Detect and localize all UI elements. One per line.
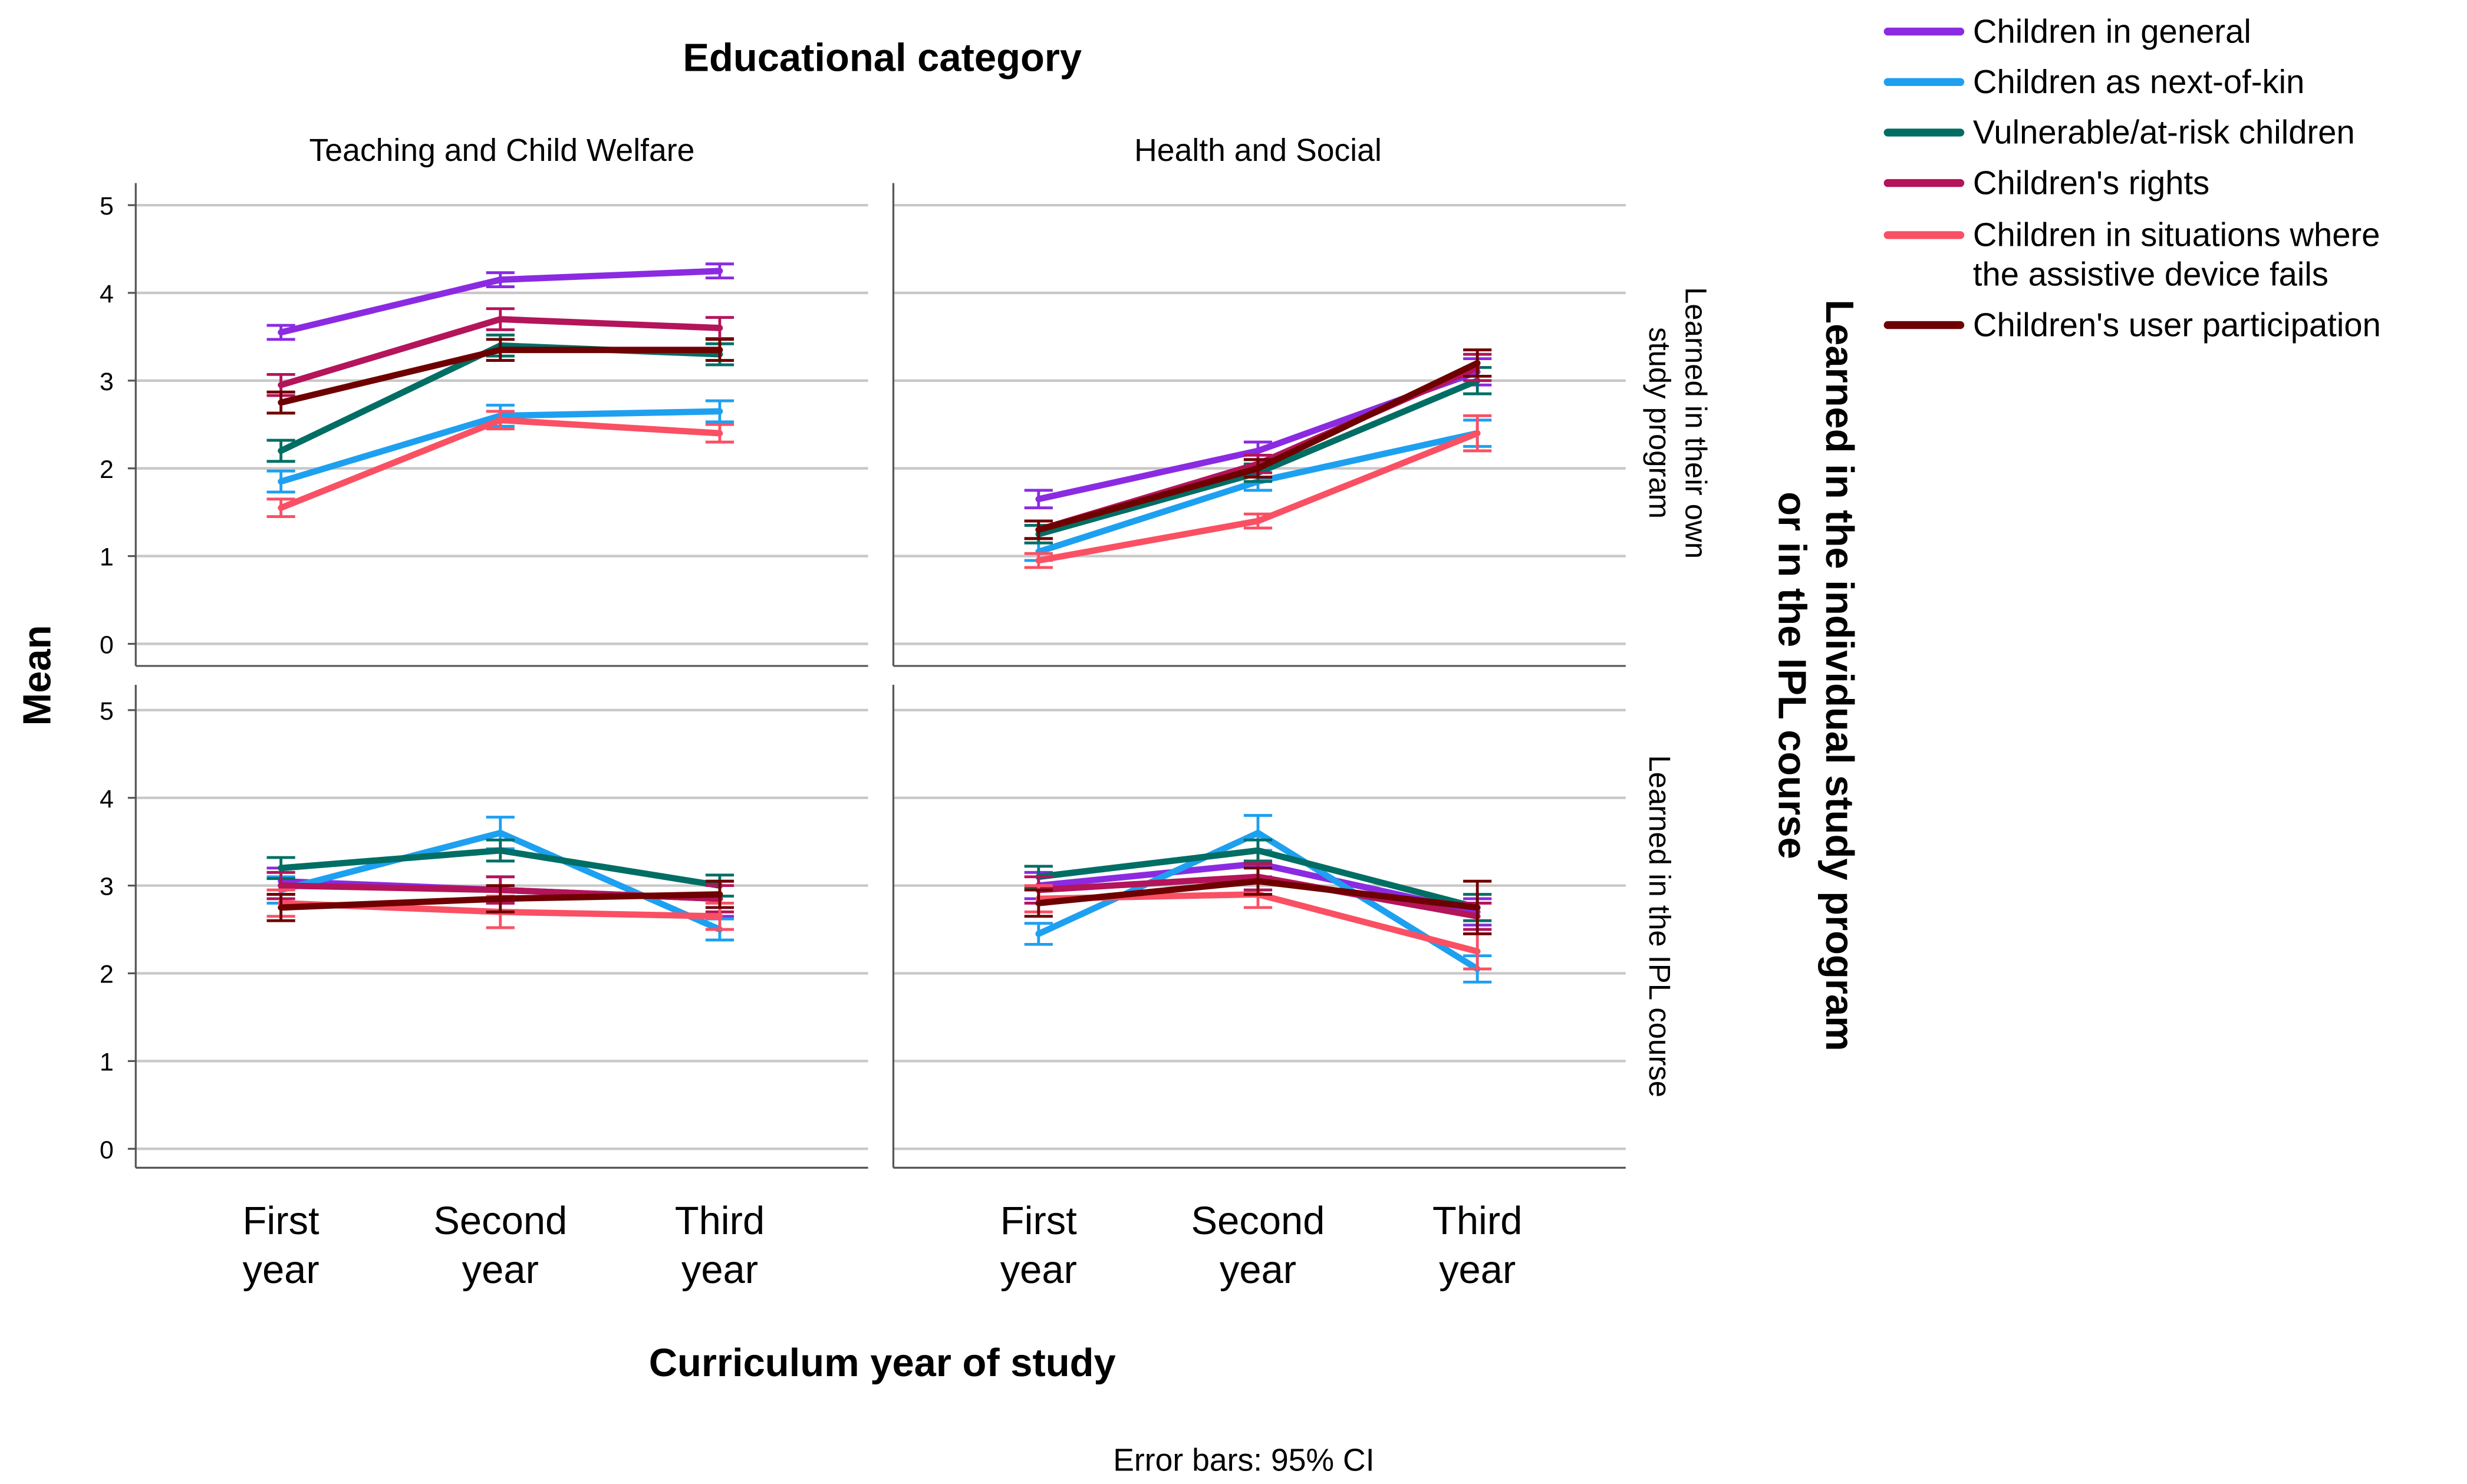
y-tick-label: 4 xyxy=(100,280,114,308)
x-tick-label: year xyxy=(1000,1248,1077,1292)
row-header: Learned in the IPL course xyxy=(1643,755,1676,1097)
legend-label-line: the assistive device fails xyxy=(1973,256,2328,293)
y-axis-title: Mean xyxy=(15,625,60,725)
legend-label: Children's user participation xyxy=(1973,306,2381,343)
x-tick-label: First xyxy=(243,1199,320,1243)
column-header: Teaching and Child Welfare xyxy=(309,133,695,168)
legend-label-line: Children in situations where xyxy=(1973,216,2380,253)
y-tick-label: 2 xyxy=(100,961,114,989)
chart-title: Educational category xyxy=(683,35,1082,80)
row-axis-title-line: Learned in the individual study program xyxy=(1817,299,1862,1051)
row-header-line: Learned in their own xyxy=(1679,287,1713,559)
y-tick-label: 1 xyxy=(100,1048,114,1076)
y-tick-label: 1 xyxy=(100,543,114,572)
y-tick-label: 0 xyxy=(100,1136,114,1164)
row-axis-title-line: or in the IPL course xyxy=(1770,492,1814,859)
x-tick-label: year xyxy=(1439,1248,1516,1292)
x-tick-label: year xyxy=(1220,1248,1296,1292)
y-tick-label: 3 xyxy=(100,368,114,396)
x-tick-label: year xyxy=(243,1248,320,1292)
y-tick-label: 0 xyxy=(100,631,114,659)
row-header-line: study program xyxy=(1643,327,1676,519)
x-tick-label: Third xyxy=(675,1199,765,1243)
legend-label: Children as next-of-kin xyxy=(1973,63,2304,100)
x-tick-label: Third xyxy=(1432,1199,1522,1243)
error-bar-footnote: Error bars: 95% CI xyxy=(1113,1443,1374,1478)
x-tick-label: First xyxy=(1000,1199,1077,1243)
row-header: Learned in their ownstudy program xyxy=(1643,287,1713,559)
y-tick-label: 5 xyxy=(100,697,114,725)
row-axis-title: Learned in the individual study programo… xyxy=(1770,299,1862,1051)
x-tick-label: Second xyxy=(433,1199,567,1243)
legend-label: Children's rights xyxy=(1973,164,2209,201)
y-tick-label: 3 xyxy=(100,873,114,901)
y-tick-label: 5 xyxy=(100,192,114,220)
x-tick-label: year xyxy=(462,1248,539,1292)
y-tick-label: 2 xyxy=(100,456,114,484)
legend-label: Children in general xyxy=(1973,12,2251,50)
x-axis-title: Curriculum year of study xyxy=(649,1341,1116,1385)
legend-label: Vulnerable/at-risk children xyxy=(1973,114,2355,151)
y-tick-label: 4 xyxy=(100,785,114,813)
x-tick-label: year xyxy=(681,1248,758,1292)
x-tick-label: Second xyxy=(1191,1199,1325,1243)
column-header: Health and Social xyxy=(1134,133,1382,168)
legend-label: Children in situations where the assistiv… xyxy=(1973,216,2380,293)
